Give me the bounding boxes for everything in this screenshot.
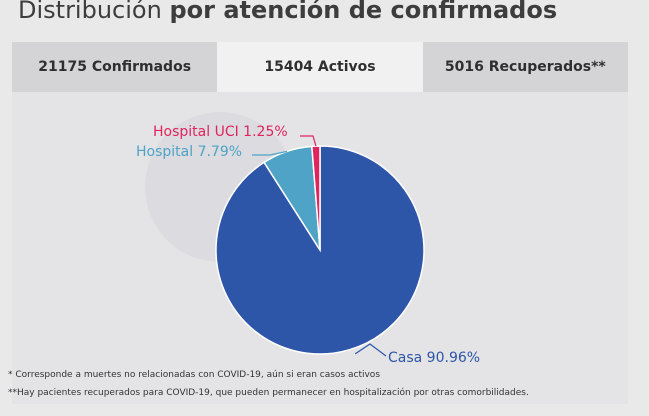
label-hospital: Hospital 7.79% [136, 144, 242, 160]
leader-hospital [252, 150, 288, 156]
slice-hospital-uci [311, 145, 321, 251]
leader-casa [354, 343, 387, 357]
tab-confirmados[interactable]: 21175 Confirmados [12, 42, 218, 92]
tab-activos[interactable]: 15404 Activos [217, 42, 423, 92]
leader-hospital-uci [300, 135, 317, 147]
footnote-2: **Hay pacientes recuperados para COVID-1… [8, 388, 529, 398]
page-title: Distribución por atención de confirmados [18, 0, 557, 24]
tab-recuperados[interactable]: 5016 Recuperados** [422, 42, 628, 92]
label-hospital-uci: Hospital UCI 1.25% [153, 124, 288, 140]
label-casa: Casa 90.96% [388, 350, 480, 366]
tab-bar: 21175 Confirmados 15404 Activos 5016 Rec… [12, 42, 628, 92]
title-bold: por atención de confirmados [169, 0, 558, 24]
title-normal: Distribución [18, 0, 162, 24]
footnote-1: * Corresponde a muertes no relacionadas … [8, 370, 381, 380]
